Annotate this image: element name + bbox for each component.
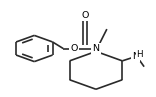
- Text: O: O: [70, 44, 78, 53]
- Text: O: O: [81, 11, 89, 20]
- Text: N: N: [93, 44, 99, 53]
- Text: H: H: [137, 50, 143, 59]
- Text: N: N: [132, 52, 139, 61]
